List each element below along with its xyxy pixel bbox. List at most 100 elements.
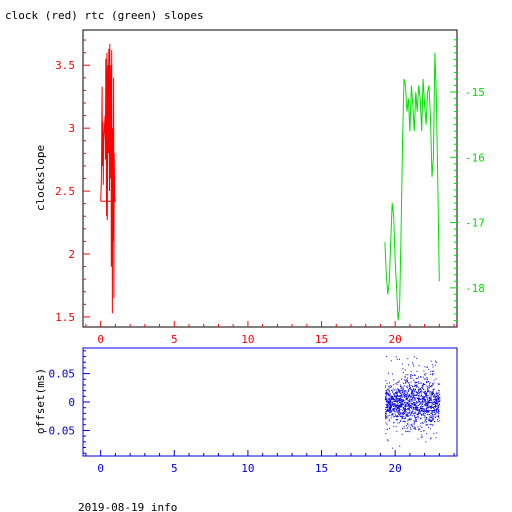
- offset-point: [398, 380, 400, 382]
- offset-point: [414, 423, 416, 425]
- offset-point: [385, 433, 387, 434]
- offset-point: [423, 415, 425, 417]
- offset-point: [427, 388, 428, 390]
- offset-point: [426, 395, 428, 397]
- offset-point: [388, 393, 389, 395]
- offset-point: [433, 398, 435, 400]
- offset-point: [389, 407, 391, 409]
- offset-point: [422, 406, 423, 407]
- offset-point: [416, 382, 418, 383]
- offset-point: [391, 403, 393, 405]
- offset-point: [429, 401, 430, 403]
- offset-point: [403, 391, 405, 393]
- offset-point: [413, 379, 415, 381]
- offset-point: [413, 390, 415, 392]
- offset-point: [394, 408, 396, 410]
- left-y-tick-label: 3.5: [55, 59, 75, 72]
- offset-point: [412, 425, 414, 427]
- offset-point: [386, 404, 388, 405]
- offset-point: [413, 393, 415, 395]
- offset-point: [435, 406, 436, 408]
- offset-point: [410, 404, 412, 406]
- offset-point: [400, 404, 402, 406]
- offset-point: [403, 420, 405, 422]
- offset-point: [404, 382, 406, 384]
- offset-point: [426, 411, 428, 413]
- offset-point: [411, 398, 413, 400]
- offset-point: [407, 423, 409, 425]
- offset-point: [426, 424, 428, 426]
- offset-point: [423, 374, 425, 376]
- offset-point: [405, 396, 407, 397]
- offset-point: [431, 364, 433, 366]
- offset-point: [389, 385, 391, 387]
- offset-point: [386, 415, 388, 417]
- offset-point: [409, 388, 411, 390]
- offset-point: [392, 388, 394, 390]
- top-x-axis-ticks: 0 5 10 15 20: [85, 321, 455, 346]
- offset-point: [393, 410, 395, 412]
- offset-point: [403, 390, 405, 392]
- offset-point: [414, 412, 416, 414]
- offset-point: [385, 385, 387, 387]
- offset-point: [407, 395, 409, 397]
- offset-point: [428, 420, 430, 422]
- offset-point: [393, 408, 395, 410]
- offset-point: [389, 401, 391, 403]
- offset-point: [406, 396, 407, 398]
- offset-point: [424, 383, 426, 385]
- offset-point: [413, 401, 414, 403]
- offset-point: [405, 397, 407, 399]
- offset-point: [431, 410, 433, 412]
- offset-point: [433, 410, 435, 412]
- offset-point: [399, 390, 400, 392]
- offset-point: [404, 390, 406, 392]
- offset-point: [425, 421, 427, 423]
- offset-point: [411, 407, 413, 409]
- offset-point: [390, 410, 392, 412]
- offset-point: [414, 419, 416, 421]
- offset-point: [414, 375, 416, 377]
- offset-point: [414, 396, 416, 398]
- offset-point: [402, 383, 404, 385]
- offset-point: [406, 427, 408, 429]
- offset-point: [420, 410, 422, 412]
- offset-point: [434, 417, 436, 419]
- offset-point: [414, 411, 416, 413]
- offset-point: [392, 373, 393, 375]
- offset-point: [405, 430, 407, 432]
- offset-point: [425, 396, 427, 398]
- offset-point: [430, 438, 432, 440]
- offset-point: [388, 408, 390, 410]
- offset-point: [399, 392, 401, 394]
- offset-point: [412, 390, 413, 392]
- offset-point: [416, 395, 418, 397]
- offset-point: [430, 398, 432, 400]
- offset-point: [401, 394, 403, 395]
- offset-point: [389, 382, 391, 384]
- offset-point: [406, 401, 408, 403]
- offset-point: [401, 363, 403, 365]
- offset-point: [407, 393, 409, 395]
- offset-point: [392, 397, 394, 399]
- offset-point: [436, 402, 438, 404]
- offset-point: [395, 382, 397, 384]
- offset-point: [411, 392, 413, 394]
- offset-point: [394, 399, 396, 401]
- offset-point: [406, 414, 408, 416]
- offset-point: [395, 408, 397, 410]
- offset-point: [414, 421, 415, 423]
- offset-point: [418, 428, 420, 430]
- offset-point: [429, 399, 431, 401]
- offset-point: [388, 403, 390, 405]
- offset-point: [408, 418, 410, 420]
- offset-point: [428, 410, 430, 412]
- offset-point: [421, 422, 423, 424]
- offset-point: [387, 393, 389, 395]
- offset-point: [418, 417, 420, 419]
- offset-point: [385, 389, 387, 391]
- offset-point: [432, 419, 434, 420]
- offset-point: [434, 410, 436, 411]
- offset-point: [392, 403, 394, 405]
- offset-point: [418, 376, 419, 378]
